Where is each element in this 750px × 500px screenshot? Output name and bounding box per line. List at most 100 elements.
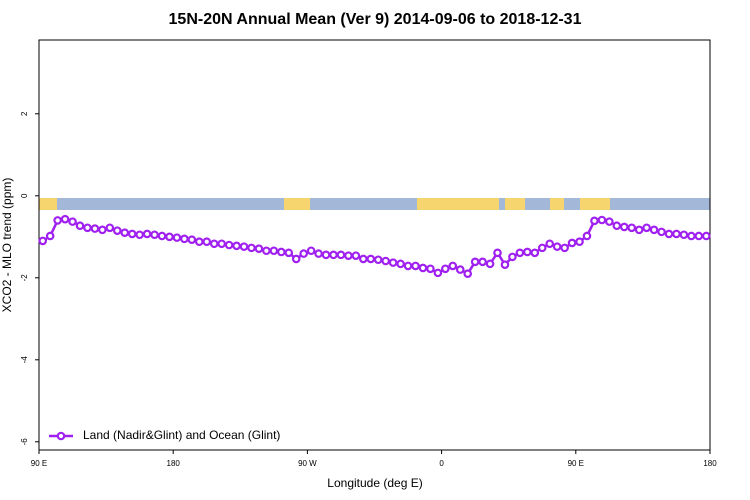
data-point [284, 248, 294, 258]
data-point [38, 236, 48, 246]
data-point [582, 231, 592, 241]
data-point [523, 247, 532, 257]
data-point [112, 226, 122, 235]
land-patch [284, 198, 310, 210]
data-point [150, 230, 159, 240]
y-tick-label: 2 [20, 111, 29, 116]
data-point [388, 258, 398, 267]
x-tick-label: 90 E [31, 459, 47, 468]
y-tick-label: -6 [20, 438, 29, 446]
data-point [493, 248, 502, 258]
map-strip [39, 198, 710, 210]
data-point [567, 238, 577, 248]
data-point [619, 222, 629, 232]
data-point [209, 239, 219, 249]
data-point [642, 223, 651, 233]
data-point [381, 256, 390, 266]
plot-frame [38, 39, 711, 451]
data-point [68, 217, 77, 226]
ocean-band [39, 198, 710, 210]
data-point [679, 230, 689, 240]
data-point [262, 246, 271, 256]
y-axis-label: XCO2 - MLO trend (ppm) [0, 178, 14, 313]
data-point [701, 231, 711, 241]
land-patch [505, 198, 525, 210]
data-point [560, 243, 569, 253]
legend-marker [56, 431, 66, 441]
x-tick-label: 180 [703, 459, 717, 468]
data-point [306, 246, 316, 256]
data-point [165, 232, 174, 242]
data-point [634, 225, 644, 235]
data-point [90, 224, 100, 233]
data-point [515, 248, 525, 258]
data-point [105, 223, 115, 233]
x-tick-label: 180 [167, 459, 181, 468]
data-point [590, 216, 599, 226]
data-point [455, 265, 465, 274]
data-point [664, 229, 674, 239]
data-point [120, 228, 130, 238]
data-point [403, 261, 413, 271]
data-point [411, 261, 420, 271]
data-point [418, 263, 428, 273]
data-point [433, 268, 443, 278]
land-patch [39, 198, 57, 210]
data-point [366, 254, 376, 264]
data-point [329, 250, 338, 260]
x-tick-label: 0 [439, 459, 444, 468]
data-point [552, 242, 562, 251]
data-point [127, 229, 137, 239]
data-point [172, 233, 182, 242]
data-point [605, 217, 614, 226]
data-point [224, 240, 234, 250]
y-tick-label: -2 [20, 274, 29, 282]
legend-label: Land (Nadir&Glint) and Ocean (Glint) [83, 428, 280, 442]
data-point [53, 216, 62, 225]
land-patch [580, 198, 610, 210]
data-point [277, 247, 286, 257]
data-point [180, 234, 189, 244]
data-point [187, 235, 197, 244]
data-point [135, 230, 144, 240]
data-point [217, 239, 226, 249]
data-point [463, 269, 472, 279]
data-point [269, 246, 279, 256]
data-point [194, 237, 204, 247]
data-point [672, 229, 681, 239]
x-tick-label: 90 W [298, 459, 317, 468]
data-point [530, 248, 540, 258]
data-point [694, 231, 704, 241]
data-point [314, 249, 323, 258]
data-point [75, 221, 85, 231]
data-point [351, 251, 361, 260]
data-point [441, 264, 450, 274]
data-point [508, 252, 517, 262]
data-point [247, 243, 256, 253]
y-tick-label: 0 [20, 193, 29, 198]
data-point [142, 229, 152, 239]
x-tick-label: 90 E [568, 459, 584, 468]
data-point [537, 243, 547, 253]
data-point [157, 231, 167, 241]
data-point [321, 250, 331, 260]
land-patch [550, 198, 564, 210]
chart-title: 15N-20N Annual Mean (Ver 9) 2014-09-06 t… [169, 11, 582, 28]
data-point [373, 255, 383, 265]
data-point [254, 244, 264, 253]
data-point [83, 223, 92, 233]
data-point [470, 257, 480, 267]
data-point [202, 237, 212, 247]
data-point [396, 259, 405, 269]
data-point [575, 237, 584, 247]
data-point [687, 231, 696, 241]
data-point [485, 259, 495, 269]
data-point [657, 227, 666, 237]
data-point [597, 215, 607, 225]
data-point [239, 242, 249, 251]
data-point [45, 231, 55, 241]
data-point [232, 241, 241, 251]
data-point [448, 261, 458, 271]
data-point [478, 257, 487, 267]
